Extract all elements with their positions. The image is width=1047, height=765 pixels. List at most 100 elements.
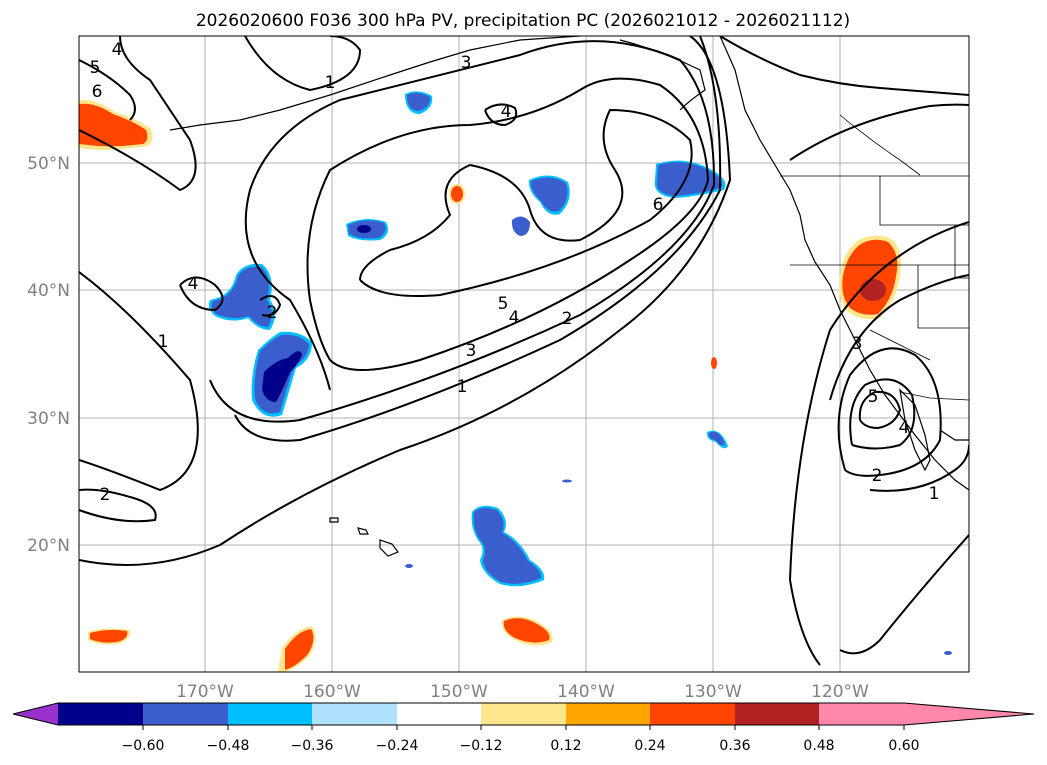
precip-neg-core-n2 <box>530 177 568 212</box>
contour-5-main <box>359 108 693 297</box>
colorbar-segment <box>735 703 821 725</box>
contour-1-north <box>244 36 362 92</box>
contour-2-east <box>829 274 969 401</box>
contour-label: 2 <box>267 303 278 323</box>
colorbar-segment <box>312 703 398 725</box>
colorbar-extend-low <box>13 703 58 725</box>
contour-ne-2 <box>789 103 969 161</box>
colorbar-tick-label: −0.12 <box>460 738 503 754</box>
contour-label: 4 <box>501 102 512 122</box>
precip-neg-spot-2 <box>405 564 413 568</box>
contour-3-east <box>837 347 942 477</box>
contour-6-nw <box>79 59 136 121</box>
contour-5-nw <box>79 36 197 192</box>
lon-label: 130°W <box>684 682 742 702</box>
contour-label: 2 <box>562 309 573 329</box>
contour-label: 1 <box>325 73 336 93</box>
colorbar-ticks <box>142 725 905 730</box>
contour-label: 6 <box>653 195 664 215</box>
contour-label: 5 <box>868 387 879 407</box>
coastline-aleutians <box>169 36 581 131</box>
coastline-alaska-panhandle <box>619 39 706 111</box>
lat-label: 40°N <box>27 281 70 301</box>
contour-4-main <box>306 77 710 371</box>
precip-neg-spot-1 <box>562 479 572 483</box>
land <box>169 36 969 557</box>
contour-2-main <box>234 36 722 442</box>
lon-label: 140°W <box>557 682 615 702</box>
lat-label: 50°N <box>27 154 70 174</box>
colorbar-tick-label: 0.12 <box>550 738 581 754</box>
precip-neg-core-e1 <box>708 431 725 446</box>
contour-1-west <box>79 271 199 492</box>
contour-label: 2 <box>100 485 111 505</box>
colorbar-extend-high <box>904 703 1034 725</box>
colorbar-tick-label: 0.48 <box>803 738 834 754</box>
contour-1-east <box>788 221 969 666</box>
map-frame <box>78 35 970 673</box>
precip-pos-spot-130w <box>711 357 717 369</box>
colorbar-outline <box>12 702 1035 726</box>
colorbar-tick-label: 0.36 <box>719 738 750 754</box>
precip-neg-core-w1 <box>211 266 272 327</box>
precip-negative-regions <box>208 91 952 655</box>
precip-neg-core-n1 <box>407 92 431 111</box>
contour-4-west <box>179 276 224 312</box>
contour-label: 4 <box>112 40 123 60</box>
contour-labels: 4 5 6 1 3 4 6 4 1 2 5 4 2 3 1 2 3 5 4 2 … <box>90 40 940 505</box>
colorbar-tick-label: −0.60 <box>122 738 165 754</box>
contour-label: 3 <box>461 53 472 73</box>
colorbar-segment <box>481 703 567 725</box>
colorbar-tick-label: −0.48 <box>207 738 250 754</box>
contour-1-main <box>79 36 732 566</box>
precip-pos-core-s2 <box>503 618 550 643</box>
contour-label: 4 <box>188 274 199 294</box>
precip-pos-core-sw <box>90 629 128 643</box>
contour-ne-1 <box>719 36 969 96</box>
contour-label: 4 <box>509 308 520 328</box>
precip-neg-core-s <box>473 507 542 584</box>
contour-3-main <box>209 40 716 423</box>
contour-label: 5 <box>90 58 101 78</box>
lon-label: 150°W <box>430 682 488 702</box>
colorbar-segment <box>650 703 736 725</box>
colorbar-tick-label: −0.36 <box>291 738 334 754</box>
pv-contours <box>79 36 969 666</box>
hawaii-maui <box>357 527 369 535</box>
colorbar-tick-labels: −0.60 −0.48 −0.36 −0.24 −0.12 0.12 0.24 … <box>122 738 920 754</box>
contour-label: 1 <box>929 484 940 504</box>
precip-neg-peak-n4 <box>357 225 371 233</box>
colorbar-tick-label: −0.24 <box>376 738 419 754</box>
colorbar-segment <box>228 703 314 725</box>
colorbar-tick-label: 0.60 <box>888 738 919 754</box>
precip-neg-spot-3 <box>944 651 952 655</box>
colorbar-segment <box>58 703 144 725</box>
contour-2-southwest <box>79 488 157 523</box>
contour-label: 4 <box>899 418 910 438</box>
longitude-labels: 170°W 160°W 150°W 140°W 130°W 120°W <box>176 682 869 702</box>
colorbar-tick-label: 0.24 <box>634 738 665 754</box>
latitude-labels: 50°N 40°N 30°N 20°N <box>27 154 70 556</box>
contour-label: 1 <box>457 377 468 397</box>
border-inland-canada <box>839 114 921 176</box>
contour-label: 6 <box>92 82 103 102</box>
gridlines <box>79 36 969 672</box>
border-us-states-3 <box>917 265 969 329</box>
border-us-states-5 <box>954 225 969 279</box>
contour-4-east <box>849 378 916 450</box>
colorbar: −0.60 −0.48 −0.36 −0.24 −0.12 0.12 0.24 … <box>12 702 1035 754</box>
lon-label: 170°W <box>176 682 234 702</box>
map-panel: 4 5 6 1 3 4 6 4 1 2 5 4 2 3 1 2 3 5 4 2 … <box>27 35 970 702</box>
contour-label: 1 <box>158 332 169 352</box>
contour-5-east <box>858 390 902 430</box>
contour-2-west <box>259 295 282 317</box>
precip-neg-region-n3 <box>511 216 530 236</box>
precip-positive-regions <box>79 99 902 672</box>
lon-label: 120°W <box>811 682 869 702</box>
contour-label: 3 <box>852 334 863 354</box>
contour-label: 2 <box>872 466 883 486</box>
precip-neg-peak-w2 <box>262 351 302 402</box>
contour-label: 3 <box>466 341 477 361</box>
border-us-mexico <box>899 391 969 401</box>
